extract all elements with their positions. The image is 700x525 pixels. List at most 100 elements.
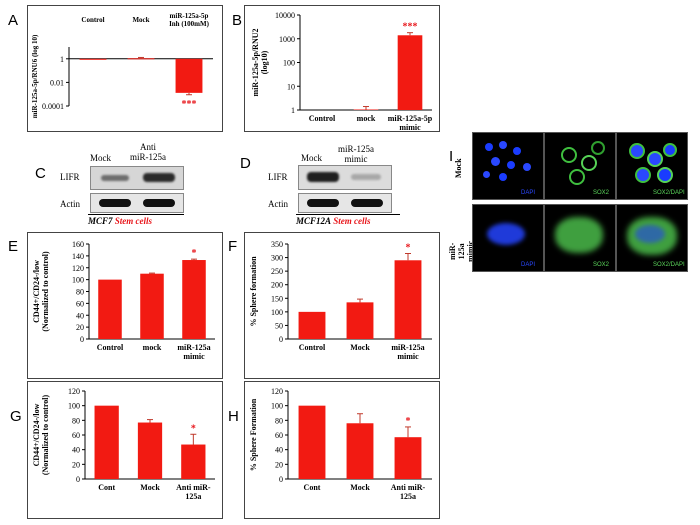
blot-d-band [351,199,383,207]
x-category-label-line: mock [143,343,162,352]
blot-d-band [351,174,381,180]
y-tick-label: 120 [68,387,80,396]
y-tick-label: 120 [271,387,283,396]
blot-c-row-actin: Actin [60,199,80,209]
y-axis-label-line: % Sphere formation [249,256,258,327]
panel-label-i: I [449,148,454,165]
bar [346,302,374,339]
y-tick-label: 100 [271,402,283,411]
x-category-label: Cont [304,483,321,492]
y-tick-label: 250 [271,267,283,276]
micro-tile-mimic-dapi: DAPI [472,204,544,272]
y-tick-label: 100 [72,276,84,285]
x-category-label-line: Control [97,343,124,352]
y-tick-label: 100 [271,308,283,317]
micro-tile-mock-sox2: SOX2 [544,132,616,200]
y-tick-label: 140 [72,252,84,261]
blot-d-row-actin: Actin [268,199,288,209]
y-tick-label: 10 [287,82,295,91]
x-category-label: Mock [140,483,160,492]
y-tick-label: 150 [271,294,283,303]
y-tick-label: 0 [279,475,283,484]
y-axis-label: CD44+/CD24-/low (Normalized to control) [32,395,50,476]
micro-row-label-mimic-text: miR-125a mimic [448,240,475,262]
y-tick-label: 100 [68,402,80,411]
x-category-label: Mock [350,343,370,352]
nucleus-dot [523,163,531,171]
x-category-label: Control [299,343,326,352]
micro-tile-mock-dapi: DAPI [472,132,544,200]
y-tick-label: 80 [72,416,80,425]
bar [94,405,119,479]
blot-d-band [307,172,339,182]
y-tick-label: 200 [271,281,283,290]
blot-d-actin-band-strip [298,193,392,213]
merge-cell [647,151,663,167]
x-category-label-line: mock [357,114,376,123]
x-category-label-line: mimic [183,352,205,361]
y-axis-label: CD44+/CD24-/low (Normalized to control) [32,251,50,332]
x-category-label: Anti miR-125a [176,483,211,501]
x-category-label-line: 125a [185,492,201,501]
bar [394,260,422,339]
bar [346,423,374,479]
y-tick-label: 0 [80,335,84,344]
micro-tile-mimic-sox2: SOX2 [544,204,616,272]
nucleus-dot [499,173,507,181]
panel-border [27,232,223,379]
significance-mark: *** [182,99,197,110]
y-tick-label: 20 [275,460,283,469]
nucleus-dot [499,141,507,149]
y-tick-label: 1 [60,55,64,64]
chart-panel-e: 0 20 40 60 80 100 120 140 160 CD44+/CD24-/low (Nor… [27,232,223,379]
y-tick-label: 60 [275,431,283,440]
bar [127,58,155,60]
western-blot-d: Mock miR-125a mimic LIFR Actin MCF12A St… [268,140,400,228]
blot-c-lane-2: Anti miR-125a [130,142,166,162]
blot-c-lane-2-text: Anti miR-125a [130,142,166,162]
chart-panel-h: 0 20 40 60 80 100 120 % Sphere Formation Cont Moc… [244,381,440,519]
y-tick-label: 120 [72,264,84,273]
x-category-label: miR-125a-5p mimic [388,114,433,132]
x-category-label-line: Mock [350,483,370,492]
micro-tile-label: SOX2 [593,190,610,196]
merge-cell [663,143,677,157]
blot-d-caption-stem: Stem cells [333,216,371,226]
x-category-label-line: miR-125a [391,343,424,352]
y-tick-label: 40 [275,446,283,455]
y-axis-label-line: miR-125a-5p/RNU2 [251,29,260,97]
micro-tile-label: DAPI [521,190,536,196]
micro-row-label-mock-text: Mock [454,158,463,178]
blot-c-caption: MCF7 Stem cells [88,214,184,226]
y-tick-label: 0.0001 [42,102,64,111]
chart-panel-g: 0 20 40 60 80 100 120 CD44+/CD24-/low (Normalize… [27,381,223,519]
bar [137,422,163,479]
micro-row-label-mimic: miR-125a mimic [448,216,475,262]
significance-mark: * [406,243,411,254]
y-tick-label: 80 [275,416,283,425]
y-tick-label: 20 [72,460,80,469]
x-category-label-line: 125a [400,492,416,501]
y-tick-label: 0 [76,475,80,484]
nucleus-dot [491,157,500,166]
y-tick-label: 1000 [279,35,295,44]
x-category-label: Mock [350,483,370,492]
bar [175,58,203,93]
x-category-label: miR-125a-5p Inh (100mM) [169,12,210,28]
bar [182,260,206,339]
panel-border [244,381,440,519]
panel-label-h: H [228,408,239,425]
x-category-label-line: Anti miR- [176,483,211,492]
x-category-label: miR-125a mimic [177,343,210,361]
blot-c-row-lifr: LIFR [60,172,80,182]
x-category-label-line: Mock [350,343,370,352]
panel-label-c: C [35,165,46,182]
micro-tile-label: DAPI [521,262,536,268]
micro-tile-label: SOX2/DAPI [653,190,685,196]
blot-d-lifr-band-strip [298,165,392,190]
panel-label-f: F [228,238,238,255]
nucleus-dot [513,147,521,155]
micro-row-label-mock: Mock [454,148,468,178]
micro-tile-mock-merge: SOX2/DAPI [616,132,688,200]
